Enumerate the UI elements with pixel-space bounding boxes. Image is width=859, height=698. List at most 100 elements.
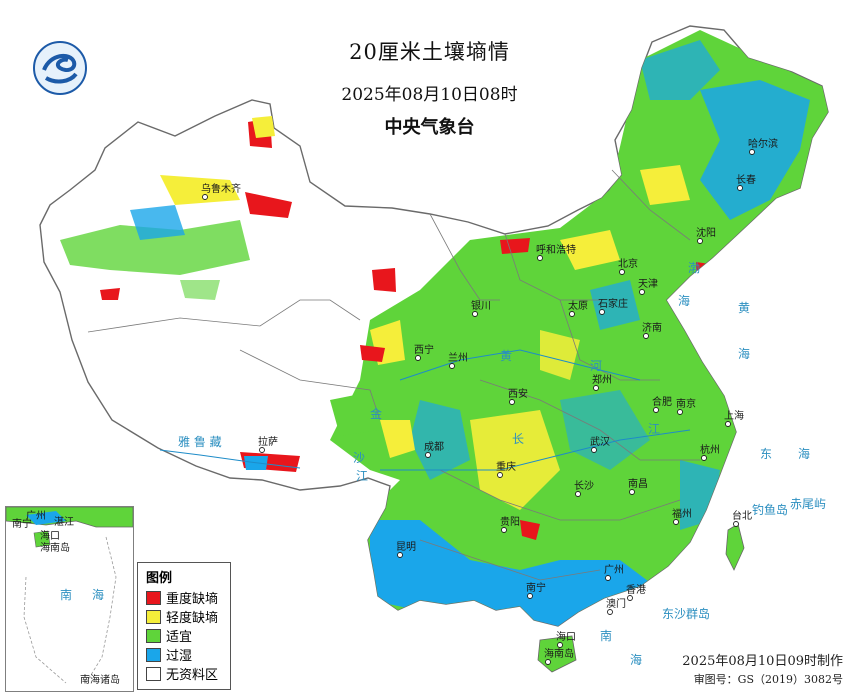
legend-label-light: 轻度缺墒 [166, 611, 219, 626]
city-marker-icon [701, 455, 707, 461]
sea-label: 黄 [738, 301, 750, 315]
city-label: 银川 [471, 299, 491, 312]
region-severe-dry-5 [520, 520, 540, 540]
city-marker-icon [697, 238, 703, 244]
city-label: 郑州 [592, 373, 612, 386]
city-marker-icon [425, 452, 431, 458]
region-light-dry-1 [470, 410, 560, 510]
region-light-dry-2 [380, 420, 415, 458]
cma-logo-icon [33, 41, 87, 95]
city-marker-icon [449, 363, 455, 369]
city-label: 南宁 [526, 581, 546, 594]
city-marker-icon [605, 575, 611, 581]
city-label: 广州 [604, 564, 624, 576]
city-label: 长沙 [574, 480, 594, 492]
city-marker-icon [202, 194, 208, 200]
city-marker-icon [397, 552, 403, 558]
south-china-sea-inset: 广州 南宁 湛江 海口 海南岛 南 海 南海诸岛 [5, 506, 134, 692]
legend-swatch-suitable [146, 628, 161, 643]
city-label: 乌鲁木齐 [201, 182, 241, 195]
river-label: 长 [512, 432, 524, 446]
city-label: 南昌 [628, 477, 648, 490]
legend-label-wet: 过湿 [166, 649, 193, 664]
legend-swatch-light [146, 609, 161, 624]
legend-swatch-nodata [146, 666, 161, 681]
region-xj-suitable [60, 220, 250, 275]
sea-label: 海 [738, 346, 750, 361]
city-marker-icon [415, 355, 421, 361]
legend-label-severe: 重度缺墒 [166, 592, 219, 607]
city-marker-icon [527, 593, 533, 599]
legend-label-suitable: 适宜 [166, 630, 193, 645]
region-severe-dry-2 [372, 268, 396, 292]
region-xj-yellow2 [252, 116, 275, 138]
inset-sea-1: 南 [60, 587, 72, 602]
region-severe-dry-3 [500, 238, 530, 254]
city-marker-icon [643, 333, 649, 339]
city-marker-icon [509, 399, 515, 405]
sea-label: 海 [630, 652, 642, 667]
region-xj-red [245, 192, 292, 218]
city-marker-icon [537, 255, 543, 261]
city-label: 西宁 [414, 343, 434, 356]
river-label: 江 [356, 469, 368, 483]
city-marker-icon [627, 595, 633, 601]
city-marker-icon [545, 659, 551, 665]
city-label: 海南岛 [544, 647, 574, 660]
city-label: 南京 [676, 397, 696, 410]
city-label: 济南 [642, 321, 662, 334]
river-label: 雅 鲁 藏 [178, 434, 222, 449]
city-marker-icon [259, 447, 265, 453]
legend: 图例 重度缺墒 轻度缺墒 适宜 过湿 无资料区 [137, 562, 231, 690]
region-wet-ne2 [640, 40, 720, 100]
legend-label-nodata: 无资料区 [166, 668, 219, 683]
city-label: 天津 [638, 278, 658, 290]
city-marker-icon [497, 472, 503, 478]
city-label: 海口 [556, 630, 576, 643]
river-label: 金 [370, 406, 382, 421]
city-marker-icon [593, 385, 599, 391]
map-agency: 中央气象台 [384, 117, 475, 138]
inset-map: 广州 南宁 湛江 海口 海南岛 南 海 南海诸岛 [6, 507, 133, 686]
river-label: 江 [648, 422, 660, 436]
city-label: 沈阳 [696, 226, 716, 239]
river-label: 沙 [353, 451, 365, 465]
inset-sea-2: 海 [92, 587, 104, 602]
region-xj-yellow [160, 175, 240, 205]
city-label: 福州 [672, 507, 692, 520]
city-label: 台北 [732, 509, 752, 522]
city-label: 合肥 [652, 395, 672, 408]
region-light-dry-6 [540, 330, 580, 380]
sea-label: 海 [798, 446, 810, 461]
city-marker-icon [733, 521, 739, 527]
city-marker-icon [677, 409, 683, 415]
sea-label: 东 [760, 447, 772, 461]
inset-label-zhanjiang: 湛江 [54, 516, 74, 528]
city-marker-icon [591, 447, 597, 453]
city-marker-icon [599, 309, 605, 315]
city-marker-icon [725, 421, 731, 427]
city-marker-icon [749, 149, 755, 155]
inset-label-guangzhou: 广州 [26, 510, 46, 522]
region-light-dry-3 [560, 230, 620, 270]
city-label: 西安 [508, 387, 528, 400]
city-marker-icon [472, 311, 478, 317]
region-xj-red3 [100, 288, 120, 300]
city-marker-icon [653, 407, 659, 413]
legend-swatch-severe [146, 590, 161, 605]
city-label: 北京 [618, 257, 638, 270]
sea-label: 赤尾屿 [790, 497, 826, 511]
legend-swatch-wet [146, 647, 161, 662]
region-severe-dry-1 [360, 345, 385, 362]
city-marker-icon [557, 642, 563, 648]
city-marker-icon [673, 519, 679, 525]
sea-label: 渤 [688, 261, 700, 275]
city-marker-icon [569, 311, 575, 317]
city-label: 哈尔滨 [748, 137, 778, 150]
region-qh-green [330, 390, 380, 436]
sea-label: 南 [600, 628, 612, 643]
sea-label: 海 [678, 293, 690, 308]
city-label: 兰州 [448, 351, 468, 364]
inset-label-haikou: 海口 [40, 529, 60, 542]
region-wet-sichuan [410, 400, 470, 480]
